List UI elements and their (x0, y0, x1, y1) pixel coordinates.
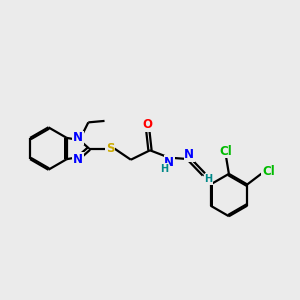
Text: N: N (73, 153, 83, 166)
Text: N: N (184, 148, 194, 161)
Text: O: O (142, 118, 153, 131)
Text: Cl: Cl (262, 165, 275, 178)
Text: S: S (106, 142, 115, 155)
Text: N: N (164, 156, 174, 169)
Text: H: H (160, 164, 168, 174)
Text: Cl: Cl (220, 145, 232, 158)
Text: N: N (73, 131, 83, 145)
Text: H: H (205, 174, 213, 184)
